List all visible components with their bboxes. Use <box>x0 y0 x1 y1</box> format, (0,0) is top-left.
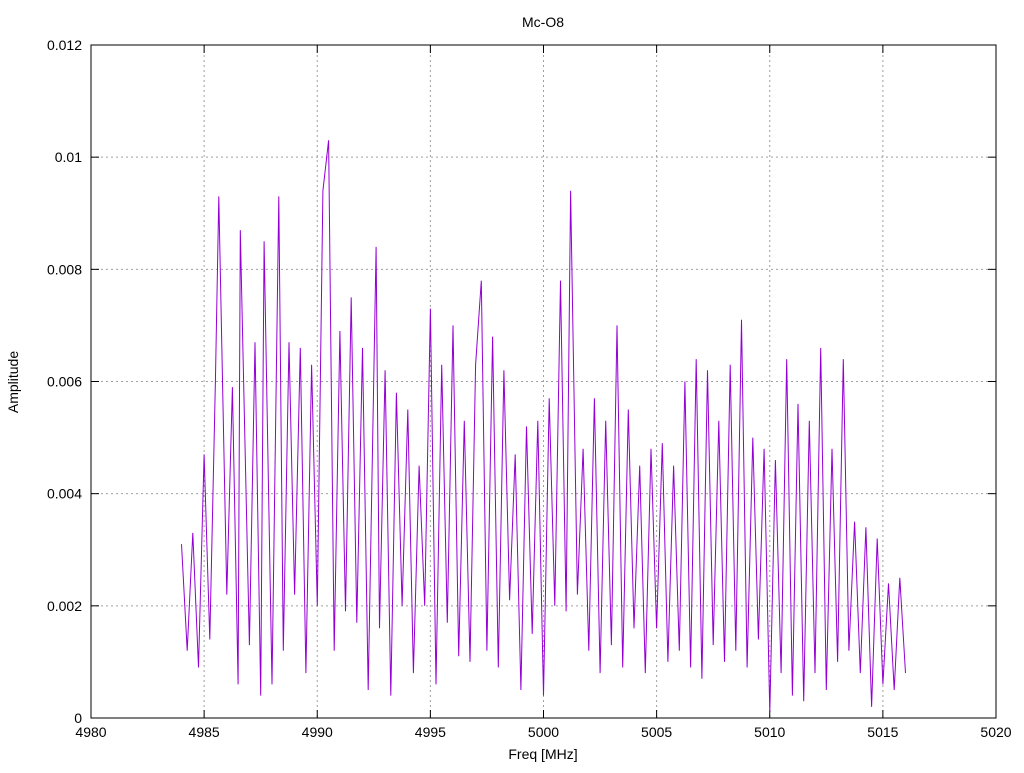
y-tick-label: 0.012 <box>47 37 82 53</box>
x-tick-label: 4990 <box>302 724 333 740</box>
x-tick-label: 4985 <box>189 724 220 740</box>
series-line <box>181 140 906 713</box>
x-tick-label: 4980 <box>75 724 106 740</box>
y-axis-label: Amplitude <box>5 351 21 413</box>
y-tick-label: 0 <box>74 710 82 726</box>
y-tick-label: 0.004 <box>47 486 82 502</box>
grid <box>91 45 996 718</box>
x-tick-label: 5000 <box>528 724 559 740</box>
y-tick-label: 0.006 <box>47 374 82 390</box>
y-tick-label: 0.002 <box>47 598 82 614</box>
y-tick-label: 0.008 <box>47 261 82 277</box>
x-axis-label: Freq [MHz] <box>508 746 577 762</box>
x-tick-label: 4995 <box>415 724 446 740</box>
y-tick-label: 0.01 <box>55 149 82 165</box>
x-tick-label: 5005 <box>641 724 672 740</box>
x-tick-label: 5010 <box>754 724 785 740</box>
ticks: 4980 4985 4990 4995 5000 5005 5010 5015 5020 0 0.0… <box>47 37 1012 740</box>
plot-border <box>90 44 997 719</box>
x-tick-label: 5020 <box>980 724 1011 740</box>
chart-title: Mc-O8 <box>522 14 564 30</box>
x-tick-label: 5015 <box>867 724 898 740</box>
